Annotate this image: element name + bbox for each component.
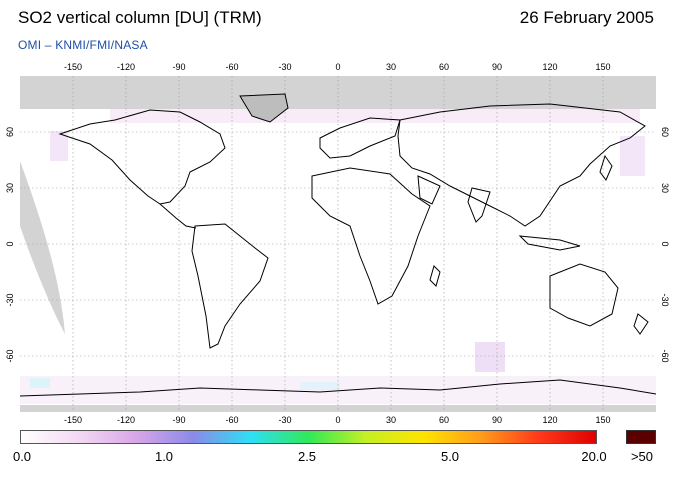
lon-tick: 120 xyxy=(542,415,558,425)
lon-tick: -90 xyxy=(172,415,186,425)
central-america xyxy=(159,203,197,229)
lon-tick: 90 xyxy=(491,62,503,72)
lat-tick: 0 xyxy=(5,241,15,247)
lon-tick: 0 xyxy=(335,62,341,72)
lon-tick: -30 xyxy=(278,62,292,72)
no-data-pacific-swath xyxy=(20,161,65,334)
antarctica xyxy=(20,379,656,397)
latitude-ticks-right: 60 30 0 -30 -60 xyxy=(657,76,673,412)
africa xyxy=(311,167,431,305)
greenland xyxy=(239,93,289,123)
lat-tick: -60 xyxy=(660,349,670,363)
lon-tick: -120 xyxy=(116,62,136,72)
lat-tick: 60 xyxy=(660,126,670,138)
lat-tick: -30 xyxy=(5,293,15,307)
latitude-ticks-left: 60 30 0 -30 -60 xyxy=(2,76,18,412)
colorbar-overflow-swatch xyxy=(626,430,656,444)
new-zealand xyxy=(633,313,649,335)
arabia xyxy=(417,175,441,205)
lon-tick: 150 xyxy=(595,415,611,425)
longitude-ticks-bottom: -150 -120 -90 -60 -30 0 30 60 90 120 150 xyxy=(20,415,656,429)
lon-tick: 60 xyxy=(438,62,450,72)
lon-tick: 30 xyxy=(385,62,397,72)
lat-tick: -60 xyxy=(5,349,15,363)
colorbar-label: 0.0 xyxy=(12,449,32,464)
colorbar-labels: 0.0 1.0 2.5 5.0 20.0 >50 xyxy=(0,449,676,465)
coastlines xyxy=(20,93,656,397)
lat-tick: 30 xyxy=(660,182,670,194)
lon-tick: -60 xyxy=(225,415,239,425)
lat-tick: 30 xyxy=(5,182,15,194)
north-america xyxy=(58,109,226,205)
colorbar-label: 5.0 xyxy=(440,449,460,464)
japan xyxy=(599,154,613,181)
lon-tick: -120 xyxy=(116,415,136,425)
lon-tick: -150 xyxy=(63,415,83,425)
south-america xyxy=(191,223,269,349)
colorbar-label: >50 xyxy=(630,449,654,464)
lon-tick: 0 xyxy=(335,415,341,425)
lon-tick: 90 xyxy=(491,415,503,425)
colorbar-label: 2.5 xyxy=(297,449,317,464)
colorbar-gradient xyxy=(20,430,597,444)
so2-world-map xyxy=(20,76,656,412)
lat-tick: 60 xyxy=(5,126,15,138)
graticule xyxy=(20,76,656,412)
lon-tick: 120 xyxy=(542,62,558,72)
lon-tick: -60 xyxy=(225,62,239,72)
longitude-ticks-top: -150 -120 -90 -60 -30 0 30 60 90 120 150 xyxy=(20,62,656,76)
australia xyxy=(549,263,619,327)
lat-tick: -30 xyxy=(660,293,670,307)
europe xyxy=(319,117,401,159)
lon-tick: 60 xyxy=(438,415,450,425)
lat-tick: 0 xyxy=(660,241,670,247)
map-subtitle: OMI – KNMI/FMI/NASA xyxy=(18,38,148,52)
lon-tick: -30 xyxy=(278,415,292,425)
lon-tick: 150 xyxy=(595,62,611,72)
lon-tick: -150 xyxy=(63,62,83,72)
colorbar-label: 20.0 xyxy=(581,449,607,464)
indonesia xyxy=(518,235,581,251)
colorbar-label: 1.0 xyxy=(154,449,174,464)
india xyxy=(467,187,491,223)
lon-tick: 30 xyxy=(385,415,397,425)
asia xyxy=(397,103,646,227)
madagascar xyxy=(429,265,441,287)
lon-tick: -90 xyxy=(172,62,186,72)
map-title: SO2 vertical column [DU] (TRM) xyxy=(18,8,262,27)
map-date: 26 February 2005 xyxy=(519,8,654,27)
